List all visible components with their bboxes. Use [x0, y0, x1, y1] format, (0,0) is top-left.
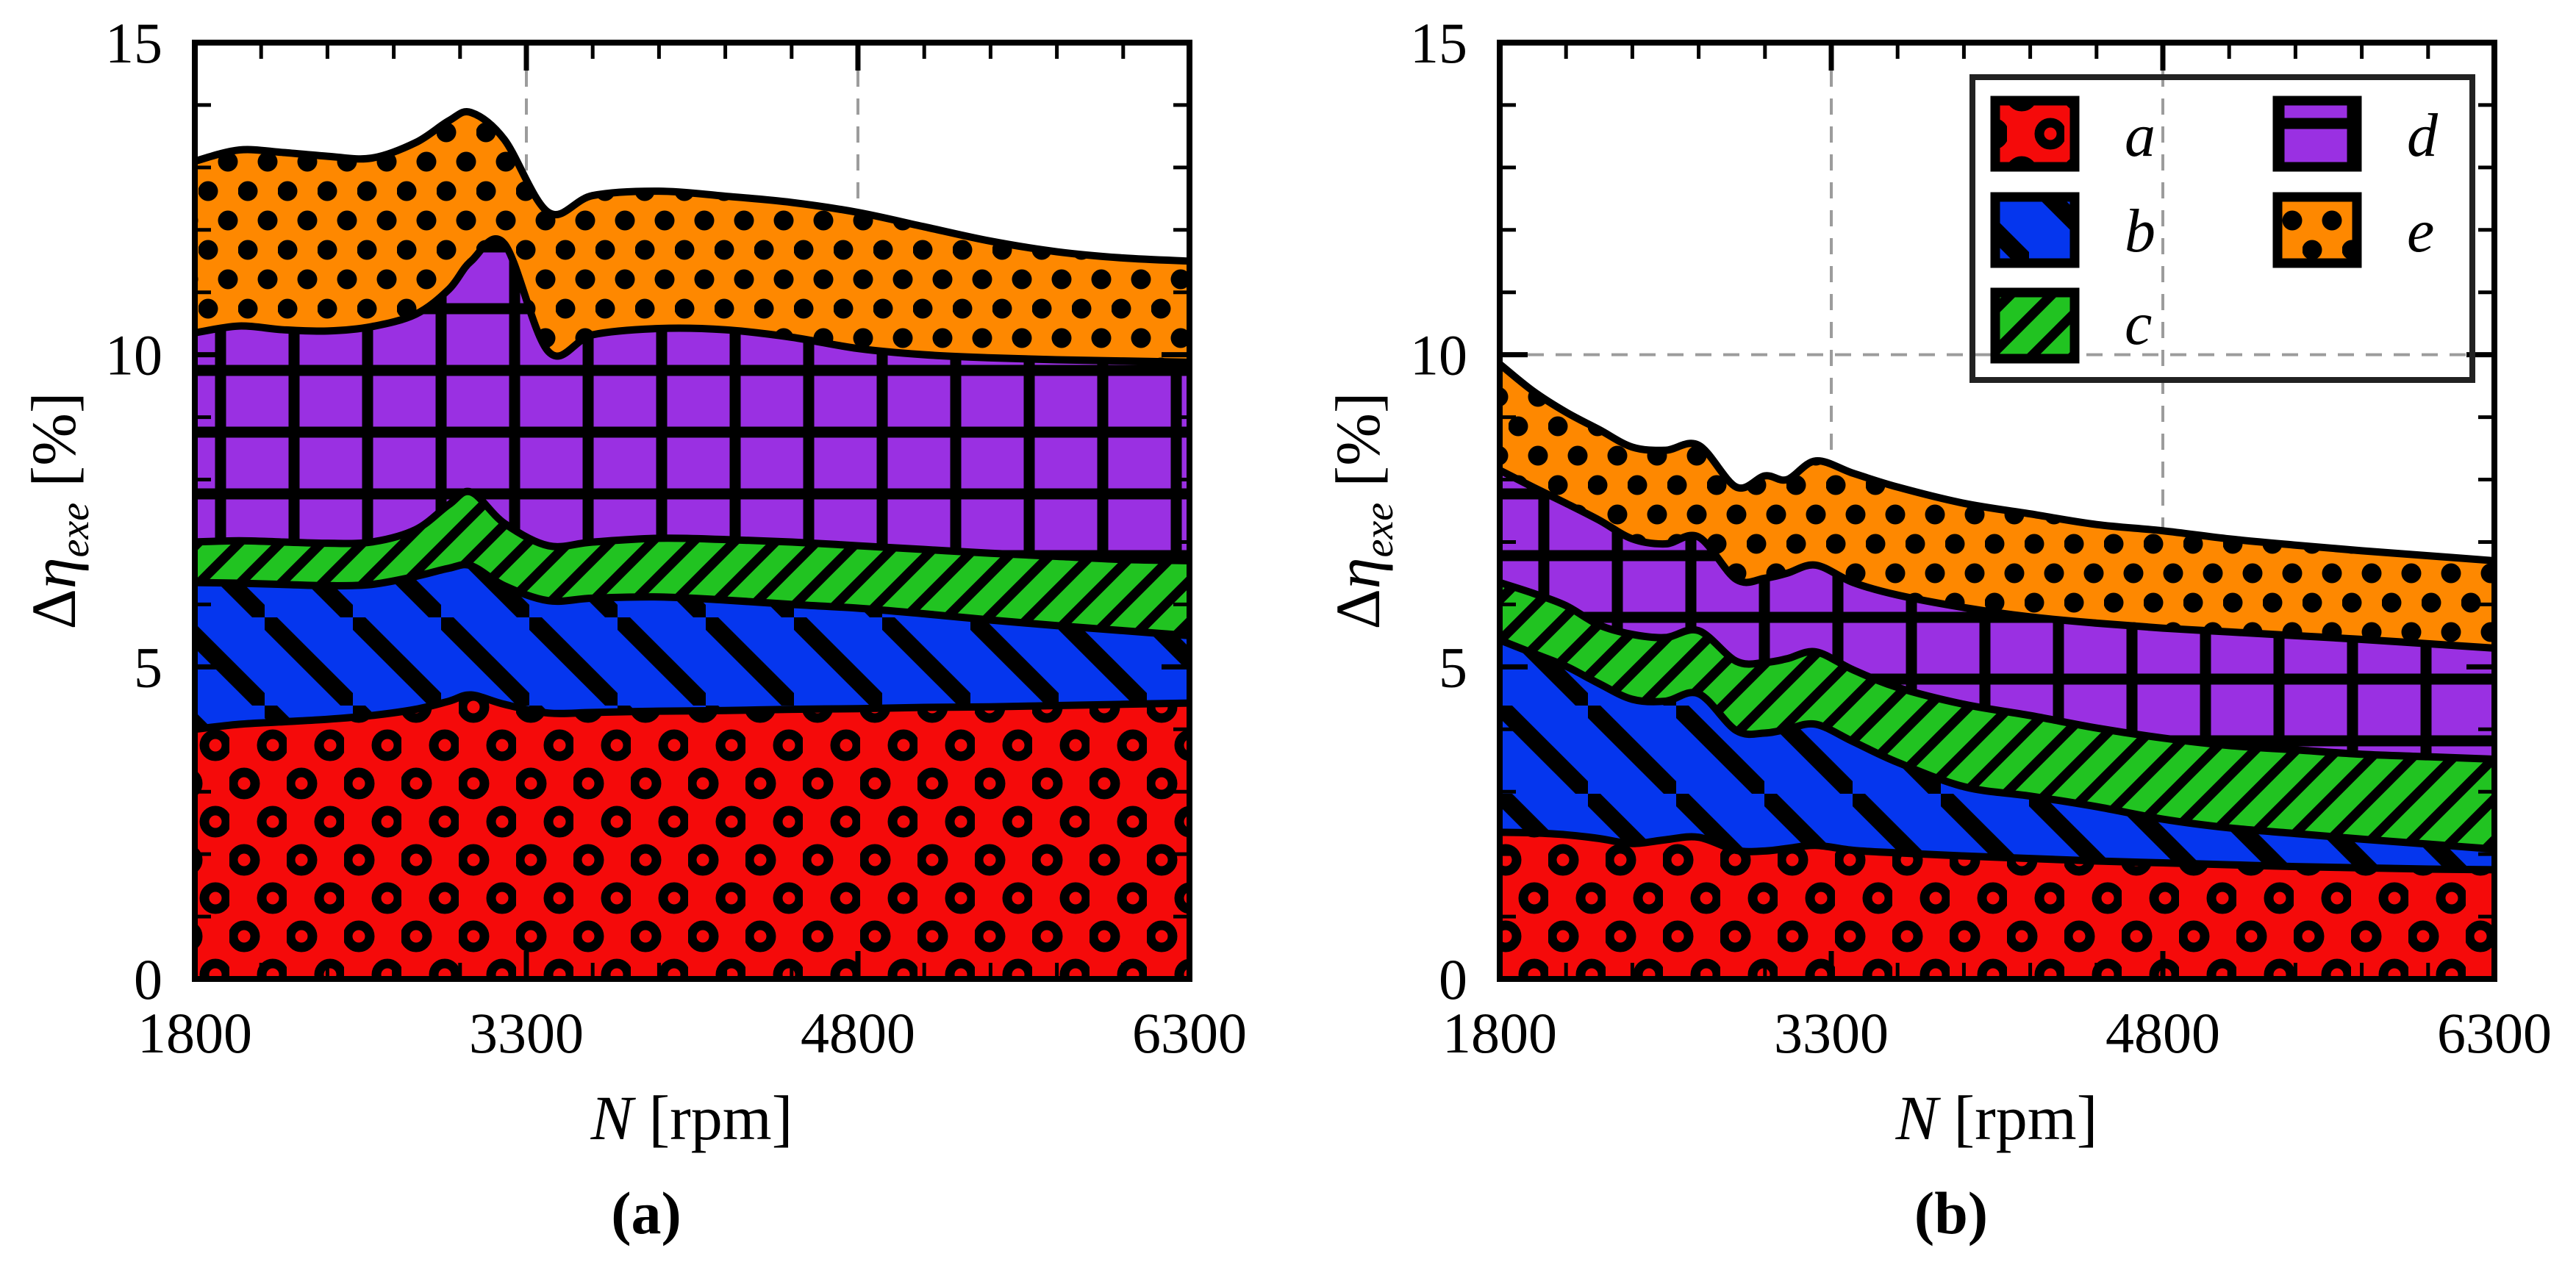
y-axis-label-b: Δηexe [%]: [1323, 392, 1402, 630]
legend-swatch-e-pattern: [2278, 197, 2357, 263]
x-tick-label: 1800: [1442, 1001, 1557, 1065]
boundary-a: [194, 691, 1190, 733]
y-axis-label-a: Δηexe [%]: [18, 392, 98, 630]
x-tick-label: 3300: [1774, 1001, 1889, 1065]
legend-swatch-b-border: [1990, 192, 2080, 268]
legend-label-e: e: [2407, 197, 2434, 265]
caption-b: (b): [1914, 1180, 1988, 1246]
legend-swatch-c-pattern: [1995, 293, 2075, 359]
legend-swatch-a-pattern: [1995, 101, 2075, 167]
boundary-b: [1498, 636, 2495, 853]
boundary-d: [194, 235, 1190, 366]
legend-frame: [1969, 74, 2475, 383]
x-tick-label: 4800: [801, 1001, 915, 1065]
boundary-c: [194, 487, 1190, 564]
legend-label-a: a: [2125, 101, 2155, 170]
y-tick-label: 10: [1410, 323, 1467, 387]
x-tick-label: 6300: [1132, 1001, 1247, 1065]
legend-swatch-d-border: [2272, 96, 2362, 172]
legend-swatch-b-pattern: [1995, 197, 2075, 263]
y-tick-label: 10: [105, 323, 162, 387]
x-tick-label: 4800: [2105, 1001, 2220, 1065]
boundary-a: [1499, 828, 2495, 874]
y-tick-label: 15: [105, 11, 162, 75]
x-tick-label: 1800: [137, 1001, 252, 1065]
legend-swatch-d-pattern: [2278, 101, 2357, 167]
legend-swatch-e-border: [2272, 192, 2362, 268]
area-a-pattern: [1500, 832, 2494, 979]
x-axis-label-a: N [rpm]: [590, 1083, 793, 1153]
y-tick-label: 15: [1410, 11, 1467, 75]
y-tick-label: 0: [134, 947, 162, 1011]
axes-frame: [1497, 40, 2497, 982]
boundary-d: [1498, 467, 2495, 652]
legend-swatch-c-border: [1990, 287, 2080, 364]
boundary-b: [194, 561, 1190, 639]
caption-a: (a): [611, 1180, 681, 1246]
axes-frame: [192, 40, 1192, 982]
area-a-pattern: [195, 695, 1189, 979]
x-tick-label: 6300: [2437, 1001, 2552, 1065]
boundary-e: [1497, 361, 2495, 564]
legend: a b c d e: [1969, 74, 2475, 383]
y-tick-label: 5: [134, 635, 162, 699]
panel-b: 1800 3300 4800 6300 0 5 10 15: [1410, 11, 2552, 1065]
panel-a: 1800 3300 4800 6300 0 5 10 15: [105, 11, 1247, 1065]
x-tick-label: 3300: [469, 1001, 584, 1065]
legend-swatch-a-border: [1990, 96, 2080, 172]
x-axis-label-b: N [rpm]: [1895, 1083, 2098, 1153]
legend-label-b: b: [2125, 197, 2155, 265]
legend-label-d: d: [2407, 101, 2439, 170]
y-tick-label: 5: [1439, 635, 1467, 699]
y-tick-label: 0: [1439, 947, 1467, 1011]
boundary-c: [1498, 578, 2495, 764]
boundary-e: [193, 108, 1190, 265]
legend-label-c: c: [2125, 290, 2152, 358]
